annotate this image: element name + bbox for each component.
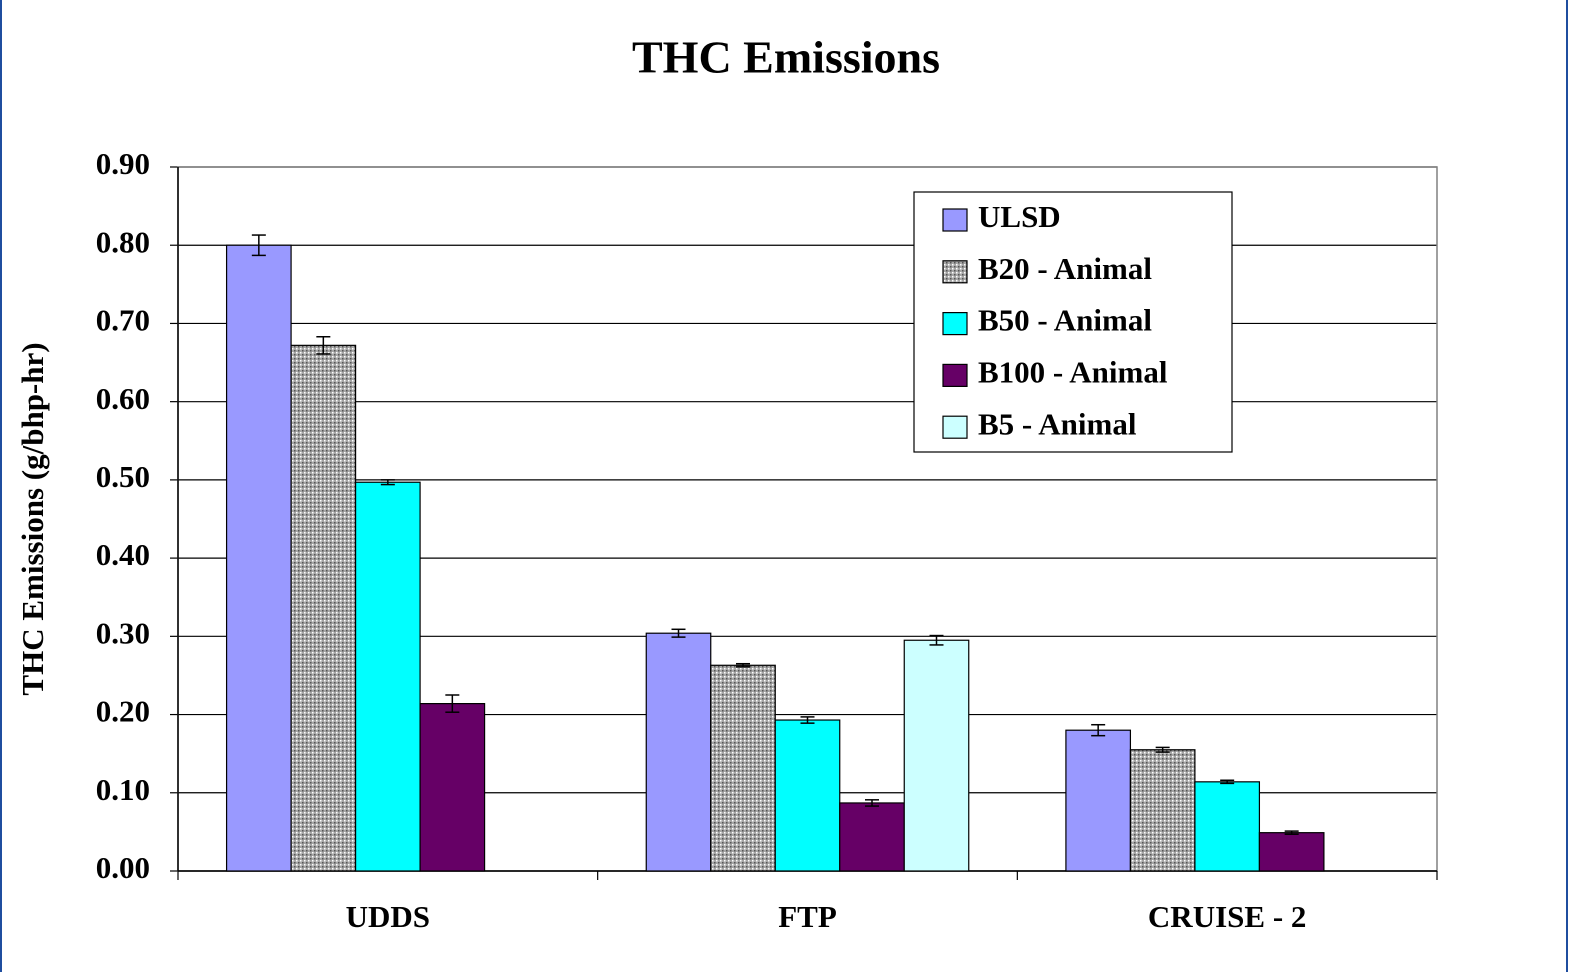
y-tick-label: 0.30 <box>96 615 150 650</box>
error-bar <box>865 799 879 807</box>
page-border <box>1566 0 1568 972</box>
bar <box>839 802 905 872</box>
error-bar <box>1091 723 1106 737</box>
x-tick-label: FTP <box>778 899 837 934</box>
bar <box>645 632 712 872</box>
page-border <box>0 0 2 972</box>
bar <box>1129 749 1196 872</box>
legend-label: B100 - Animal <box>978 355 1168 390</box>
bar <box>225 244 292 872</box>
bar <box>1258 832 1325 872</box>
bar <box>774 719 841 872</box>
bar <box>1065 729 1132 872</box>
y-tick-label: 0.00 <box>96 850 150 885</box>
chart-title: THC Emissions <box>632 32 940 83</box>
error-bar <box>671 628 686 638</box>
legend-label: B20 - Animal <box>978 251 1152 286</box>
error-bar <box>1284 830 1299 835</box>
bar <box>290 344 357 872</box>
legend-swatch <box>942 363 968 387</box>
error-bar <box>1220 779 1235 785</box>
error-bar <box>445 694 460 713</box>
legend-swatch <box>942 208 968 232</box>
legend-label: ULSD <box>978 199 1061 234</box>
legend-label: B50 - Animal <box>978 303 1152 338</box>
y-tick-label: 0.10 <box>96 772 150 807</box>
error-bar <box>316 335 331 355</box>
x-tick-label: UDDS <box>346 899 430 934</box>
error-bar <box>929 634 944 646</box>
legend-swatch <box>942 260 968 284</box>
bar <box>903 639 970 872</box>
y-tick-label: 0.20 <box>96 694 150 729</box>
error-bar <box>800 716 815 724</box>
legend-label: B5 - Animal <box>978 406 1137 441</box>
y-tick-label: 0.40 <box>96 537 150 572</box>
legend-swatch <box>942 415 968 439</box>
bar <box>1194 781 1261 872</box>
error-bar <box>1155 746 1170 753</box>
y-tick-label: 0.90 <box>96 146 150 181</box>
bar <box>419 703 486 872</box>
y-tick-label: 0.60 <box>96 381 150 416</box>
y-tick-label: 0.70 <box>96 303 150 338</box>
y-tick-label: 0.50 <box>96 459 150 494</box>
x-tick-label: CRUISE - 2 <box>1148 899 1306 934</box>
error-bar <box>380 479 395 486</box>
y-tick-label: 0.80 <box>96 224 150 259</box>
error-bar <box>736 662 750 668</box>
y-axis-label: THC Emissions (g/bhp-hr) <box>15 342 50 695</box>
bar <box>710 664 776 872</box>
bar <box>354 481 421 872</box>
error-bar <box>251 234 266 257</box>
legend-swatch <box>942 312 968 336</box>
